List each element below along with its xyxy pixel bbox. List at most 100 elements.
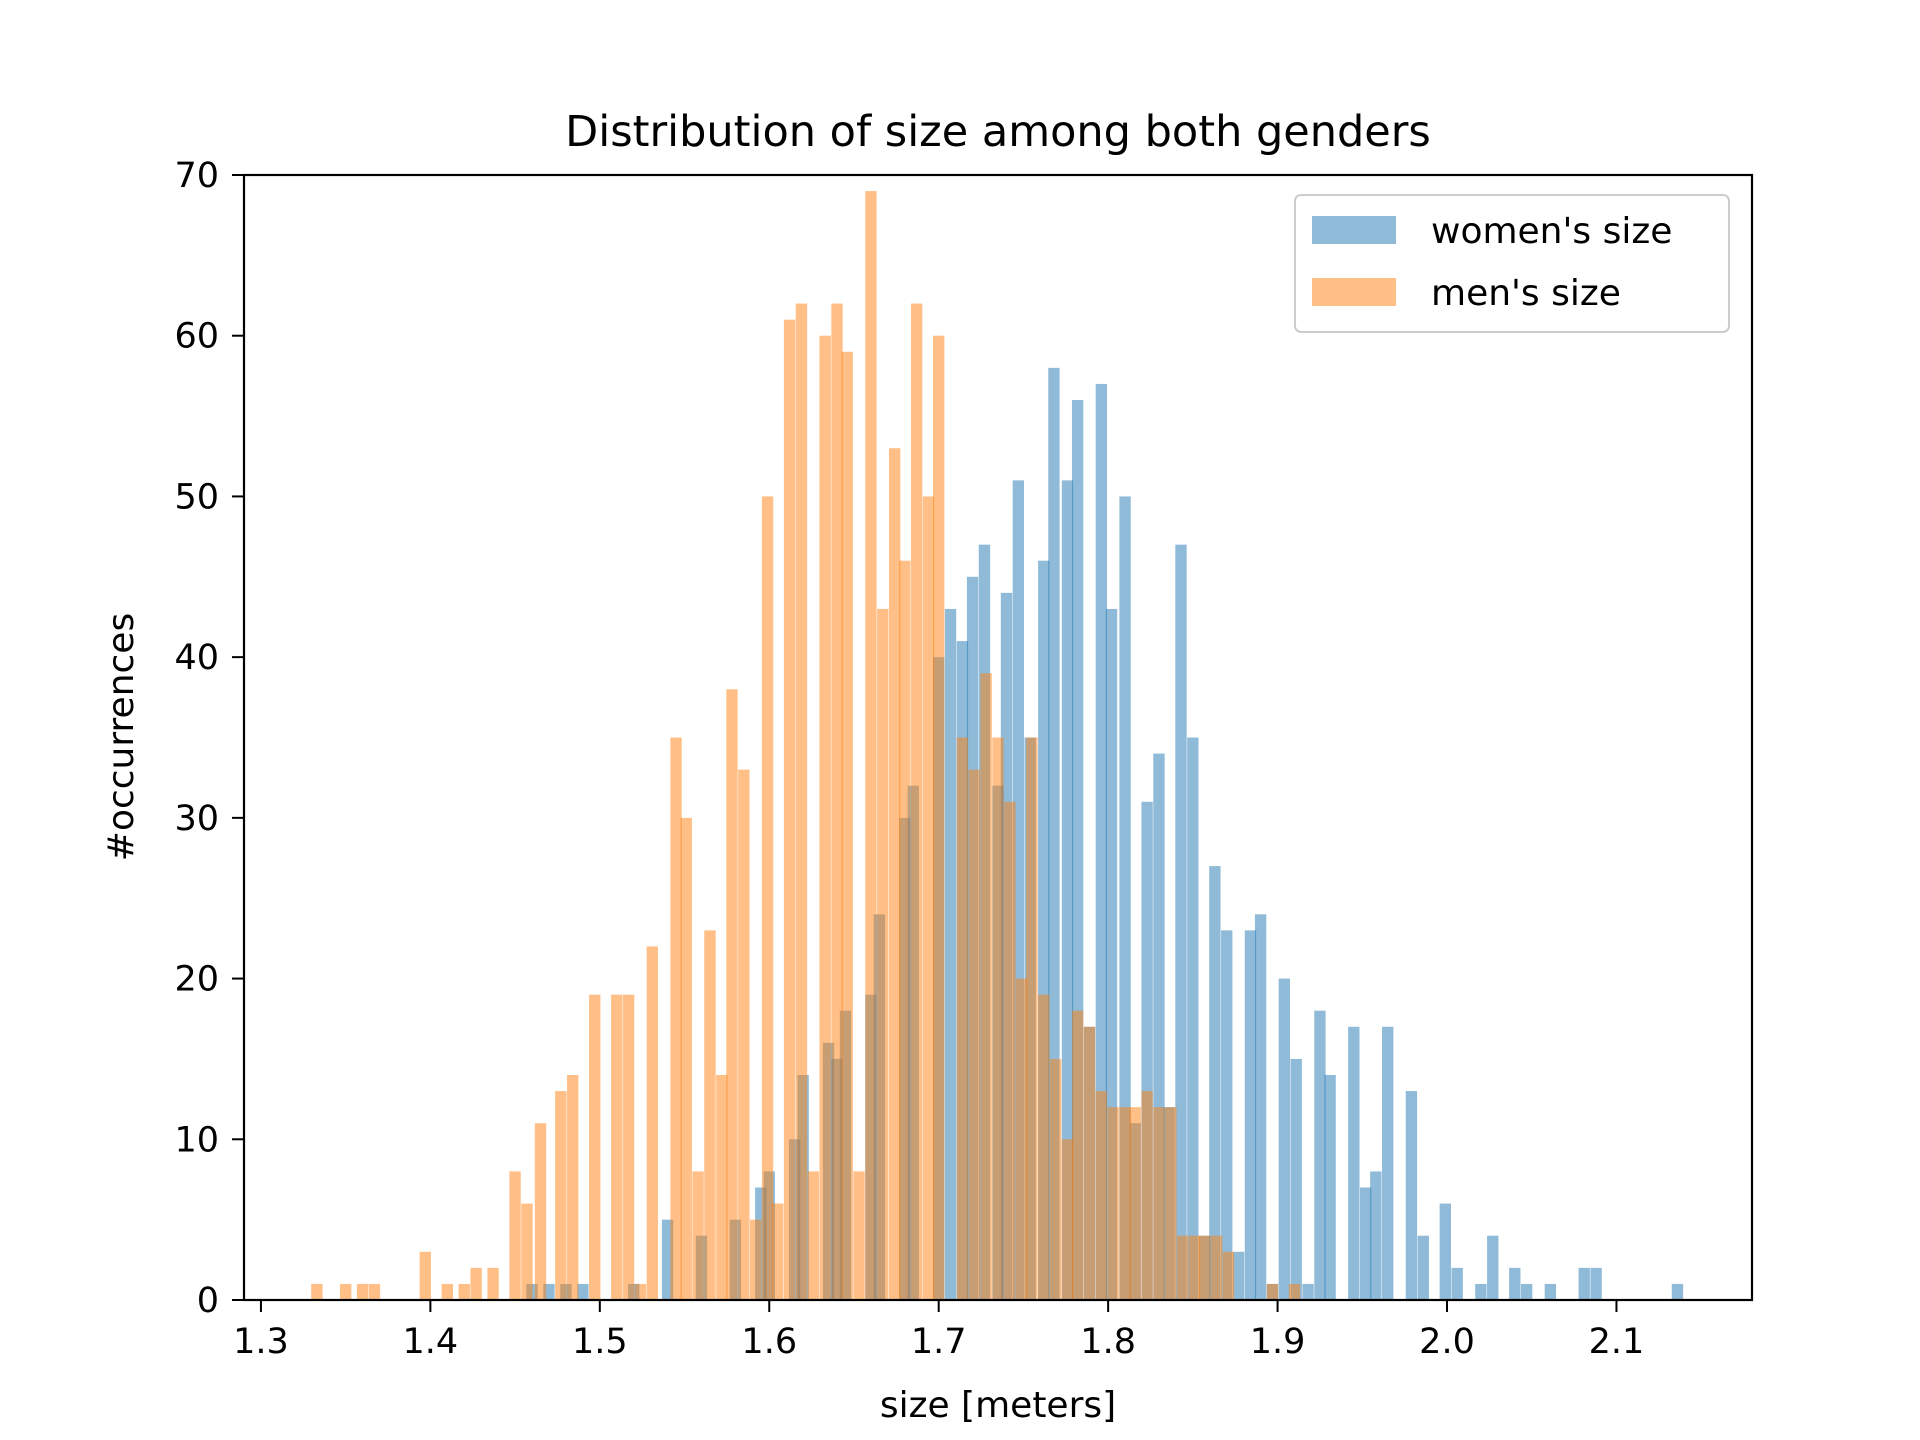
- x-tick-label: 1.3: [233, 1322, 289, 1362]
- men-bar: [922, 496, 935, 1300]
- men-bar: [1004, 801, 1016, 1300]
- women-bar: [1324, 1075, 1336, 1300]
- y-tick-label: 50: [174, 477, 219, 517]
- men-bar: [956, 737, 969, 1300]
- men-bar: [1199, 1235, 1211, 1300]
- women-bar: [1095, 383, 1108, 1300]
- men-bar: [680, 817, 692, 1300]
- x-tick-label: 1.7: [911, 1322, 967, 1362]
- x-axis-label: size [meters]: [880, 1385, 1116, 1426]
- y-tick-label: 70: [174, 156, 219, 196]
- women-bar: [1451, 1267, 1463, 1300]
- men-bar: [726, 689, 738, 1300]
- men-bar: [1049, 1058, 1062, 1300]
- men-bar: [1107, 1107, 1119, 1300]
- men-bar: [716, 1075, 728, 1300]
- legend-label-women: women's size: [1431, 211, 1672, 252]
- legend-label-men: men's size: [1431, 273, 1621, 314]
- women-bar: [1439, 1203, 1451, 1300]
- women-bar: [1314, 1010, 1326, 1300]
- men-bar: [865, 191, 877, 1300]
- men-bar: [441, 1283, 453, 1300]
- legend-swatch-women: [1312, 216, 1396, 244]
- men-bar: [1061, 1139, 1074, 1300]
- women-bar: [1232, 1251, 1245, 1300]
- women-bar: [1061, 480, 1074, 1300]
- women-bar: [1590, 1267, 1602, 1300]
- x-tick-label: 2.1: [1589, 1322, 1645, 1362]
- men-bar: [1129, 1107, 1141, 1300]
- men-bar: [1288, 1283, 1301, 1300]
- men-bar: [487, 1267, 499, 1300]
- women-bar: [1360, 1187, 1372, 1300]
- women-bar: [1405, 1091, 1418, 1300]
- women-bar: [1105, 608, 1118, 1300]
- men-bar: [555, 1091, 567, 1300]
- women-bar: [661, 1219, 674, 1300]
- y-tick-label: 30: [174, 799, 219, 839]
- x-axis-ticks: 1.3 1.4 1.5 1.6 1.7 1.8 1.9 2.0 2.1: [233, 1300, 1644, 1362]
- women-bar: [944, 608, 957, 1300]
- women-bar: [1520, 1283, 1533, 1300]
- women-bar: [1209, 866, 1221, 1300]
- men-bar: [795, 303, 808, 1300]
- women-bar: [1671, 1283, 1684, 1300]
- men-bar: [980, 673, 992, 1300]
- men-bar: [1095, 1091, 1108, 1300]
- x-tick-label: 1.4: [403, 1322, 459, 1362]
- men-bar: [1210, 1235, 1223, 1300]
- men-bar: [968, 769, 980, 1300]
- legend-frame: [1294, 194, 1730, 333]
- men-bar: [622, 994, 635, 1300]
- men-bar: [1177, 1235, 1189, 1300]
- men-bar: [646, 946, 659, 1300]
- y-tick-label: 60: [174, 317, 219, 357]
- women-bar: [1038, 560, 1050, 1300]
- women-bar: [1071, 400, 1084, 1300]
- men-bar: [1165, 1107, 1177, 1300]
- women-bar: [1475, 1283, 1487, 1300]
- men-bar: [470, 1267, 482, 1300]
- women-bar: [1278, 978, 1291, 1300]
- men-bar: [910, 303, 923, 1300]
- men-bar: [692, 1171, 704, 1300]
- legend-swatch-men: [1312, 278, 1396, 306]
- chart-title: Distribution of size among both genders: [565, 107, 1431, 157]
- men-bar: [509, 1171, 521, 1300]
- women-bar: [1048, 367, 1060, 1300]
- men-bar: [1038, 994, 1050, 1300]
- y-axis-ticks: 0 10 20 30 40 50 60 70: [174, 156, 244, 1321]
- men-bar: [750, 1219, 762, 1300]
- women-bar: [1012, 480, 1025, 1300]
- x-tick-label: 1.8: [1080, 1322, 1136, 1362]
- men-bar: [877, 608, 889, 1300]
- men-bar: [704, 930, 716, 1300]
- men-bar: [1153, 1107, 1165, 1300]
- women-bar: [1370, 1171, 1382, 1300]
- men-bar: [738, 769, 750, 1300]
- men-bar: [611, 994, 623, 1300]
- women-bar: [1175, 544, 1187, 1300]
- men-bar: [368, 1283, 381, 1300]
- men-bar: [339, 1283, 352, 1300]
- men-bar: [1016, 978, 1028, 1300]
- men-bar: [1266, 1283, 1279, 1300]
- women-bar: [1119, 496, 1131, 1300]
- men-bar: [419, 1251, 431, 1300]
- men-bar: [761, 496, 774, 1300]
- women-bar: [1509, 1267, 1521, 1300]
- women-bar: [1544, 1283, 1557, 1300]
- men-bar: [853, 1171, 865, 1300]
- women-bar: [1487, 1235, 1499, 1300]
- men-bar: [311, 1283, 323, 1300]
- women-bar: [1302, 1283, 1314, 1300]
- men-bar: [772, 1203, 784, 1300]
- plot-area-frame: [242, 173, 1754, 1302]
- men-bar: [899, 560, 911, 1300]
- men-bar: [634, 1283, 647, 1300]
- women-bar: [1244, 930, 1257, 1300]
- men-bar: [1141, 1091, 1153, 1300]
- men-bar: [819, 335, 831, 1301]
- men-bar: [1071, 1010, 1084, 1300]
